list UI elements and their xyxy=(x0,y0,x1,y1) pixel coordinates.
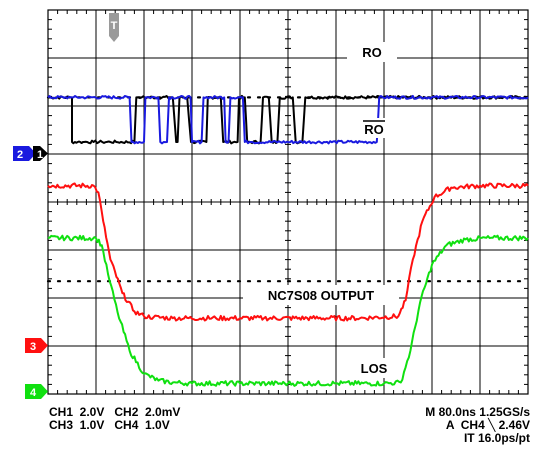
ch2-marker-label: 2 xyxy=(17,149,23,161)
ch4-marker-label: 4 xyxy=(30,387,37,399)
ch1-marker-label: 1 xyxy=(37,149,43,161)
ch1-marker-icon[interactable]: 1 xyxy=(33,146,48,161)
trigger-position-icon[interactable]: T xyxy=(109,13,119,42)
nc7s08-output-label: NC7S08 OUTPUT xyxy=(268,288,374,303)
ro-bar-label: RO xyxy=(364,122,384,137)
trigger-marker-label: T xyxy=(111,20,118,32)
readout-interpolation: IT 16.0ps/pt xyxy=(464,432,530,445)
ch3-marker-icon[interactable]: 3 xyxy=(25,338,48,353)
readout-ch3-ch4-scale: CH3 1.0V CH4 1.0V xyxy=(49,419,170,432)
los-label: LOS xyxy=(361,361,388,376)
ch3-marker-label: 3 xyxy=(30,341,36,353)
ch4-marker-icon[interactable]: 4 xyxy=(25,384,48,399)
ro-label: RO xyxy=(362,45,382,60)
graticule-grid xyxy=(48,10,528,394)
ch2-marker-icon[interactable]: 2 xyxy=(13,146,36,161)
